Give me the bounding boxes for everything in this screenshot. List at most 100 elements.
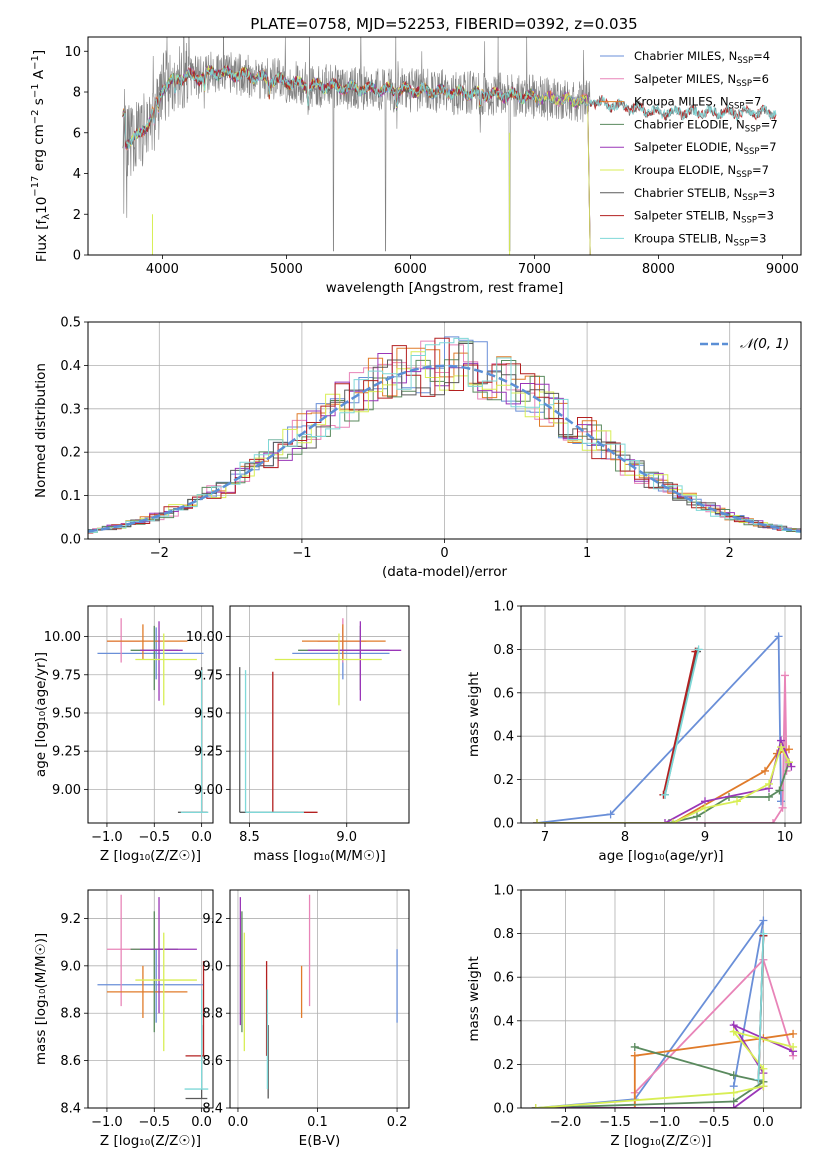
- legend-label: Chabrier MILES, NSSP=4: [634, 49, 770, 66]
- legend-text: Kroupa STELIB, N: [634, 231, 734, 245]
- legend-label: Kroupa STELIB, NSSP=3: [634, 231, 766, 248]
- y-tick-label: 0.2: [493, 773, 514, 788]
- x-axis-label: E(B-V): [299, 1133, 341, 1149]
- weight-point-chabrier_miles: [777, 797, 785, 806]
- legend-suffix: =7: [761, 117, 778, 131]
- axes-frame: [87, 605, 214, 824]
- x-tick-label: 0.1: [307, 1115, 328, 1130]
- weight-line-kroupa_stelib: [664, 649, 700, 796]
- weight-point-kroupa_elodie: [789, 1042, 798, 1051]
- x-tick-label: −2.0: [550, 1115, 582, 1130]
- spectrum-model-kroupa_elodie: [122, 65, 591, 255]
- legend-label: Kroupa ELODIE, NSSP=7: [634, 163, 769, 180]
- legend-text: Salpeter ELODIE, N: [634, 140, 744, 154]
- weight-line-kroupa_elodie: [535, 1030, 794, 1108]
- histogram-kroupa_elodie: [88, 351, 801, 533]
- y-tick-label: 9.50: [194, 706, 223, 721]
- histogram-kroupa_stelib: [88, 337, 801, 533]
- legend-sub: SSP: [736, 170, 752, 180]
- weight-point-chabrier_elodie: [729, 1071, 738, 1080]
- x-tick-label: −0.5: [138, 830, 170, 845]
- plot-area-mass-vs-Z: [97, 894, 209, 1100]
- legend-label: Salpeter MILES, NSSP=6: [634, 72, 769, 89]
- y-tick-label: 0.1: [60, 489, 81, 504]
- y-tick-label: 9.0: [60, 959, 81, 974]
- weight-point-salpeter_elodie: [729, 1104, 738, 1108]
- y-axis-label-part: λ: [41, 214, 52, 220]
- legend-suffix: =7: [760, 140, 777, 154]
- x-tick-label: −1.5: [599, 1115, 631, 1130]
- y-tick-label: 8: [73, 86, 81, 101]
- weight-point-chabrier_elodie: [693, 812, 701, 821]
- x-tick-label: 8: [621, 830, 629, 845]
- y-axis-label-part: −2: [30, 109, 41, 124]
- legend-sub: SSP: [734, 238, 750, 248]
- y-axis-label-part: −1: [30, 83, 41, 98]
- y-tick-label: 0.0: [60, 533, 81, 548]
- x-tick-label: 9000: [766, 262, 799, 277]
- y-axis-label: mass [log₁₀(M/M☉)]: [33, 933, 49, 1065]
- spectrum-model-kroupa_stelib: [122, 65, 777, 150]
- x-tick-label: 7: [541, 830, 549, 845]
- legend-suffix: =3: [758, 186, 775, 200]
- weight-point-kroupa_miles: [789, 1029, 798, 1038]
- y-tick-label: 10.00: [44, 630, 81, 645]
- y-tick-label: 9.75: [52, 668, 81, 683]
- legend-text: Kroupa ELODIE, N: [634, 163, 736, 177]
- weight-point-kroupa_elodie: [785, 758, 793, 767]
- x-tick-label: −1.0: [91, 1115, 123, 1130]
- y-axis-label-part: 10: [34, 197, 50, 214]
- x-tick-label: −0.5: [138, 1115, 170, 1130]
- weight-point-kroupa_elodie: [531, 1104, 540, 1108]
- panel-weight-vs-age: 7 8 9 10 0.0 0.2 0.4 0.6 0.8 1.0 age [log₁₀(age/yr…: [466, 600, 802, 864]
- y-tick-label: 0.2: [493, 1058, 514, 1073]
- x-axis-label: Z [log₁₀(Z/Z☉)]: [100, 848, 201, 864]
- weight-point-salpeter_miles: [769, 819, 777, 823]
- legend-sub: SSP: [745, 124, 761, 134]
- legend-sub: SSP: [737, 56, 753, 66]
- y-tick-label: 9.25: [194, 745, 223, 760]
- y-tick-label: 0.3: [60, 402, 81, 417]
- weight-point-kroupa_elodie: [759, 1064, 768, 1073]
- weight-point-salpeter_miles: [781, 671, 789, 680]
- y-tick-label: 0.5: [60, 316, 81, 331]
- x-tick-label: 0: [440, 546, 448, 561]
- y-axis-label-part: A: [31, 69, 47, 83]
- weight-line-chabrier_miles: [535, 919, 765, 1108]
- x-tick-label: 5000: [270, 262, 303, 277]
- x-tick-label: 0.0: [753, 1115, 774, 1130]
- x-axis-label: (data-model)/error: [382, 564, 508, 580]
- legend-text: Salpeter STELIB, N: [634, 209, 741, 223]
- x-tick-label: 0.2: [387, 1115, 408, 1130]
- axes-frame: [229, 889, 410, 1109]
- weight-point-kroupa_stelib: [661, 790, 669, 799]
- weight-line-kroupa_miles: [537, 748, 790, 823]
- panel-spectrum: 4000 5000 6000 7000 8000 9000 0 2 4 6 8 10 wavelengt…: [30, 36, 802, 296]
- axes-frame: [87, 321, 802, 540]
- plot-area-spectrum: [122, 37, 777, 255]
- legend-suffix: =3: [749, 231, 766, 245]
- y-tick-label: 0.6: [493, 971, 514, 986]
- figure-title: PLATE=0758, MJD=52253, FIBERID=0392, z=0…: [250, 15, 637, 33]
- y-tick-label: 0.4: [493, 730, 514, 745]
- legend-label: Chabrier ELODIE, NSSP=7: [634, 117, 778, 134]
- y-tick-label: 9.25: [52, 745, 81, 760]
- legend-suffix: =4: [753, 49, 770, 63]
- axes-frame: [520, 605, 802, 824]
- y-tick-label: 9.00: [194, 783, 223, 798]
- y-tick-label: 10.00: [186, 630, 223, 645]
- panel-age-vs-mass: 8.5 9.0 9.00 9.25 9.50 9.75 10.00 mass [log₁₀(M…: [186, 605, 410, 864]
- weight-point-kroupa_miles: [761, 766, 769, 775]
- plot-area-residuals: [88, 336, 801, 534]
- y-tick-label: 0.8: [493, 643, 514, 658]
- weight-point-kroupa_miles: [785, 745, 793, 754]
- y-axis-label: mass weight: [466, 672, 482, 757]
- y-tick-label: 0.4: [60, 359, 81, 374]
- legend-sub: SSP: [744, 147, 760, 157]
- panel-mass-vs-Z: −1.0 −0.5 0.0 8.4 8.6 8.8 9.0 9.2 Z [log₁₀(Z/Z☉)…: [33, 889, 214, 1149]
- y-axis-label-part: Flux [f: [34, 219, 50, 263]
- legend-label: Salpeter STELIB, NSSP=3: [634, 209, 774, 226]
- legend-label: Salpeter ELODIE, NSSP=7: [634, 140, 777, 157]
- y-tick-label: 1.0: [493, 884, 514, 899]
